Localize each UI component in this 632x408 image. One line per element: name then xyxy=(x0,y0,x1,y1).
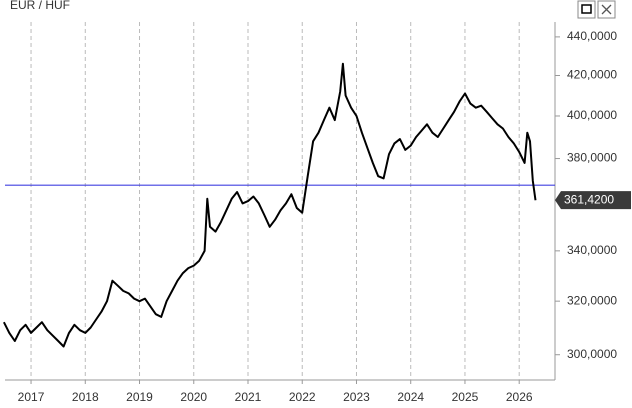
x-tick-label: 2018 xyxy=(72,390,99,404)
window-buttons[interactable] xyxy=(577,0,616,19)
x-tick-label: 2023 xyxy=(343,390,370,404)
y-tick-label: 440,0000 xyxy=(567,29,617,43)
x-tick-label: 2022 xyxy=(289,390,316,404)
x-tick-label: 2025 xyxy=(452,390,479,404)
y-tick-label: 400,0000 xyxy=(567,108,617,122)
maximize-icon xyxy=(581,4,592,14)
y-tick-label: 300,0000 xyxy=(567,347,617,361)
last-price-tag xyxy=(555,191,631,210)
close-icon xyxy=(601,4,612,15)
x-tick-label: 2024 xyxy=(397,390,424,404)
x-tick-label: 2017 xyxy=(18,390,45,404)
y-tick-label: 420,0000 xyxy=(567,68,617,82)
last-price-label: 361,4200 xyxy=(564,192,614,206)
y-tick-label: 380,0000 xyxy=(567,151,617,165)
chart-title: EUR / HUF xyxy=(10,0,70,12)
x-tick-label: 2026 xyxy=(506,390,533,404)
x-tick-label: 2021 xyxy=(235,390,262,404)
y-tick-label: 340,0000 xyxy=(567,243,617,257)
x-tick-label: 2020 xyxy=(180,390,207,404)
price-line xyxy=(3,62,537,348)
x-tick-label: 2019 xyxy=(126,390,153,404)
y-tick-label: 320,0000 xyxy=(567,293,617,307)
maximize-button[interactable] xyxy=(577,0,596,19)
